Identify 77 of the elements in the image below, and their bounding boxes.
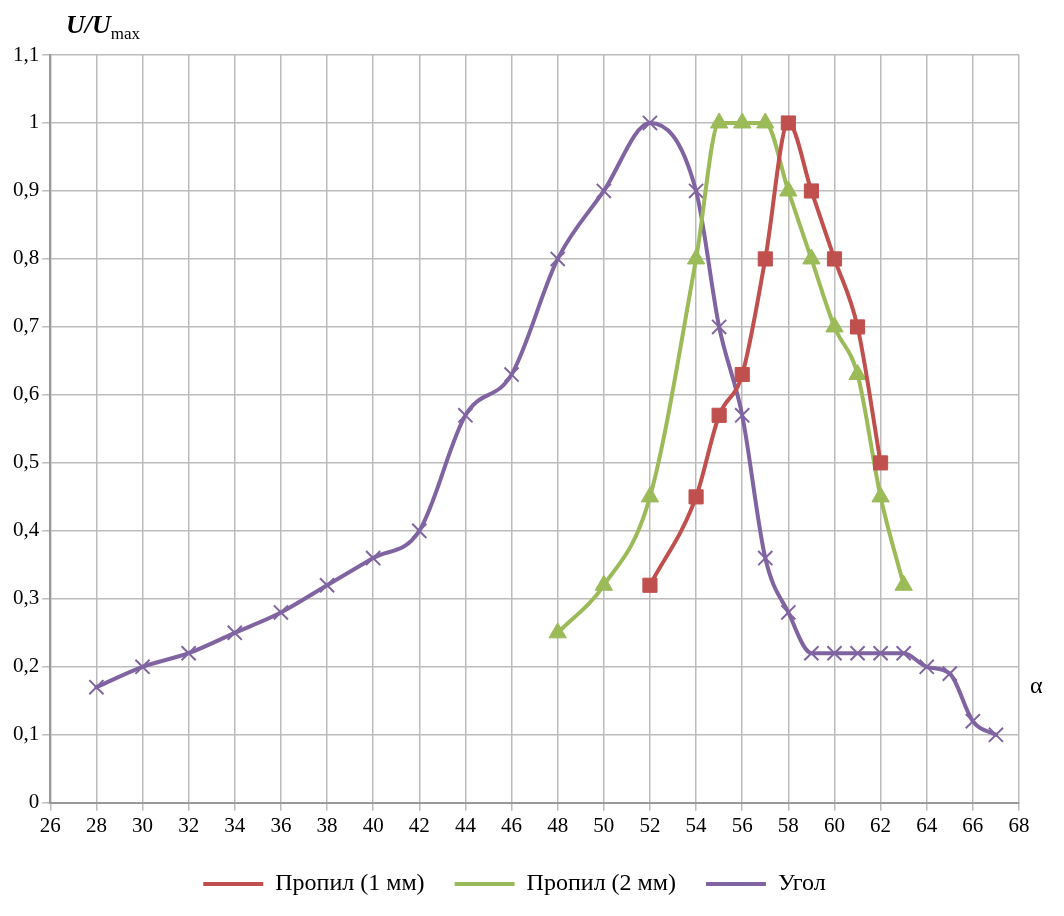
point [895,645,912,662]
point [503,366,520,383]
point [595,182,612,200]
x-tick-label: 60 [823,812,845,837]
x-tick-label: 68 [1008,812,1030,837]
x-tick-label: 36 [270,812,292,837]
y-tick-label: 0,6 [13,381,40,406]
point [272,604,289,621]
x-tick-label: 38 [316,812,338,837]
y-tick-label: 0,9 [13,177,40,202]
point [642,577,658,593]
point [918,658,935,675]
legend-label: Пропил (2 мм) [526,869,676,896]
point [826,645,843,662]
point [826,251,843,267]
x-tick-label: 40 [362,812,384,837]
y-tick-label: 0,3 [13,585,40,610]
y-axis-title: U/U$_{max}$ [66,10,141,45]
x-tick-label: 28 [85,812,107,837]
point [849,645,866,662]
point [711,318,728,335]
x-tick-label: 64 [916,812,938,837]
y-tick-label: 0,1 [13,721,40,746]
point [88,679,105,696]
point [803,183,819,199]
point [873,455,889,471]
y-tick-label: 0,2 [13,653,40,678]
x-tick-label: 48 [547,812,569,837]
point [688,182,705,200]
x-tick-label: 26 [39,812,61,837]
point [780,604,797,621]
x-tick-label: 42 [408,812,430,837]
point [641,114,659,132]
point [711,407,727,423]
y-tick-label: 0,8 [13,245,40,270]
x-tick-label: 30 [132,812,154,837]
x-tick-label: 46 [501,812,523,837]
x-axis-title: α [1030,672,1043,699]
x-tick-label: 56 [731,812,753,837]
legend-label: Угол [777,869,826,896]
point [941,665,958,682]
point [757,549,774,567]
point [365,549,382,567]
y-tick-label: 1,1 [13,41,40,66]
point [734,366,750,383]
point [872,645,889,662]
y-tick-label: 0,4 [13,517,40,542]
point [226,624,243,641]
point [849,319,866,335]
x-tick-label: 32 [178,812,200,837]
x-tick-label: 34 [224,812,246,837]
legend-label: Пропил (1 мм) [275,869,425,896]
x-tick-label: 62 [870,812,892,837]
point [780,115,796,131]
x-tick-label: 58 [777,812,799,837]
point [180,645,197,662]
point [134,658,151,675]
point [757,251,773,267]
point [848,364,867,381]
y-tick-label: 0,7 [13,313,40,338]
x-tick-label: 50 [593,812,615,837]
point [734,407,751,424]
y-tick-label: 0 [28,789,40,814]
point [688,489,704,505]
x-tick-label: 54 [685,812,708,837]
point [318,577,336,594]
point [987,726,1005,743]
point [803,645,820,662]
point [549,250,566,268]
x-tick-label: 44 [454,812,477,837]
point [411,522,428,539]
point [964,713,981,730]
x-tick-label: 66 [962,812,984,837]
y-tick-label: 1 [28,109,40,134]
y-tick-label: 0,5 [13,449,40,474]
point [457,407,474,424]
x-tick-label: 52 [639,812,661,837]
